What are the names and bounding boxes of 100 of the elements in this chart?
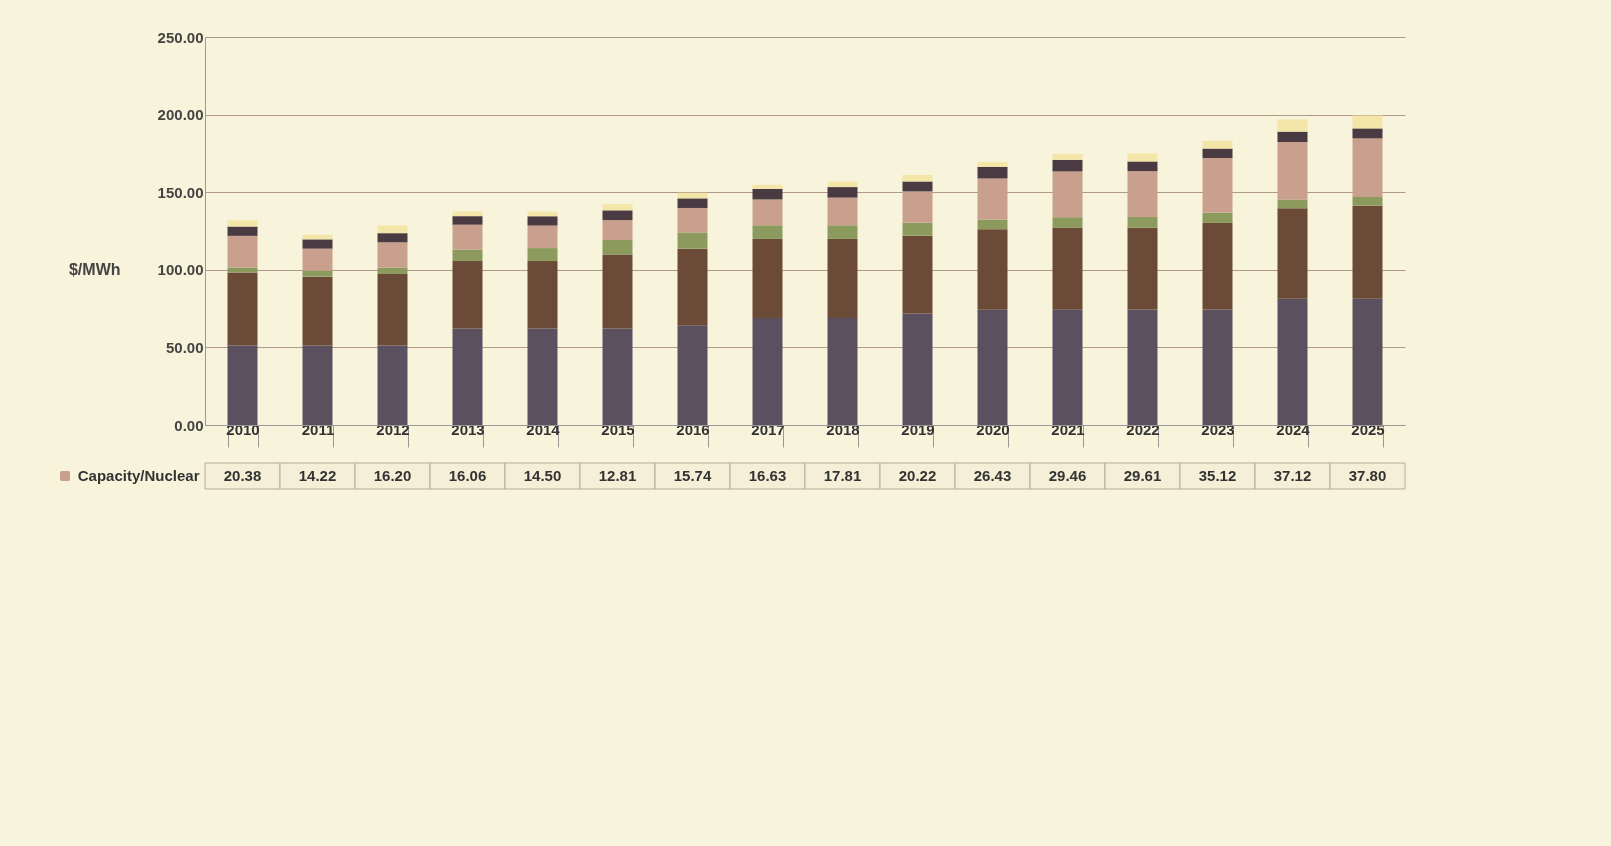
- bar: [1277, 131, 1308, 143]
- bar: [527, 248, 558, 262]
- bar: [827, 238, 858, 318]
- bar: [902, 222, 933, 236]
- bar: [977, 309, 1008, 425]
- bar: [1052, 171, 1083, 218]
- data-label: 14.22: [298, 467, 337, 484]
- bar: [1352, 197, 1383, 206]
- bar: [1352, 205, 1383, 299]
- bar: [452, 216, 483, 225]
- data-label: 20.22: [898, 467, 937, 484]
- bar: [752, 238, 783, 318]
- bar: [1127, 153, 1158, 162]
- bar: [902, 181, 933, 192]
- bar: [1352, 115, 1383, 129]
- bar: [1277, 208, 1308, 299]
- data-label: 14.50: [523, 467, 562, 484]
- bar: [452, 328, 483, 425]
- bar: [527, 328, 558, 425]
- data-label: 12.81: [598, 467, 637, 484]
- bar: [752, 184, 783, 189]
- bar: [1277, 298, 1308, 425]
- data-label: 16.63: [748, 467, 787, 484]
- bar: [1202, 158, 1233, 213]
- data-label: 26.43: [973, 467, 1012, 484]
- bar: [1277, 119, 1308, 132]
- bar: [677, 325, 708, 425]
- bar: [377, 267, 408, 274]
- y-tick-label: 250.00: [157, 28, 204, 46]
- bar: [827, 197, 858, 226]
- data-label: 29.46: [1048, 467, 1087, 484]
- bar: [302, 248, 333, 271]
- y-tick-label: 100.00: [157, 261, 204, 279]
- bar: [977, 161, 1008, 167]
- bar: [1352, 138, 1383, 198]
- bar: [602, 204, 633, 211]
- bar: [602, 220, 633, 240]
- bar: [827, 225, 858, 239]
- bar: [1127, 309, 1158, 425]
- bar: [902, 313, 933, 425]
- data-label: 37.80: [1348, 467, 1387, 484]
- data-label: 37.12: [1273, 467, 1312, 484]
- bar: [377, 345, 408, 425]
- data-label: 29.61: [1123, 467, 1162, 484]
- bar: [977, 166, 1008, 179]
- bar: [1052, 217, 1083, 228]
- bar: [902, 235, 933, 314]
- bar: [752, 199, 783, 226]
- y-tick-label: 0.00: [174, 416, 204, 434]
- bar: [227, 226, 258, 236]
- bar: [227, 345, 258, 425]
- bar: [977, 178, 1008, 220]
- bar: [977, 229, 1008, 310]
- y-tick-label: 200.00: [157, 106, 204, 124]
- bar: [1127, 171, 1158, 218]
- bar: [527, 216, 558, 226]
- data-label: 20.38: [223, 467, 262, 484]
- bar: [677, 198, 708, 208]
- data-label: 17.81: [823, 467, 862, 484]
- bar: [752, 317, 783, 425]
- bar: [602, 254, 633, 329]
- bar: [227, 272, 258, 346]
- bar: [677, 207, 708, 233]
- bar: [1202, 140, 1233, 149]
- bar: [1202, 148, 1233, 159]
- bar: [902, 191, 933, 223]
- bar: [377, 273, 408, 346]
- bar: [602, 240, 633, 255]
- bar: [302, 239, 333, 249]
- bar: [452, 261, 483, 329]
- bar: [227, 220, 258, 227]
- bar: [1127, 227, 1158, 310]
- bar: [377, 242, 408, 268]
- data-label: 16.20: [373, 467, 412, 484]
- bar: [302, 270, 333, 277]
- bar: [827, 317, 858, 425]
- data-label: 16.06: [448, 467, 487, 484]
- bar: [452, 249, 483, 262]
- bar: [752, 225, 783, 239]
- bar: [377, 225, 408, 234]
- legend-label: Capacity/Nuclear: [77, 467, 200, 484]
- bar: [527, 261, 558, 329]
- bar: [1202, 212, 1233, 223]
- bar: [1052, 309, 1083, 425]
- bar: [602, 328, 633, 425]
- bar: [1352, 298, 1383, 425]
- bar: [902, 174, 933, 182]
- bar: [1202, 309, 1233, 425]
- bar: [1127, 217, 1158, 228]
- y-tick-label: 50.00: [165, 338, 204, 356]
- data-label: 35.12: [1198, 467, 1237, 484]
- bar: [227, 267, 258, 273]
- bar: [977, 219, 1008, 230]
- bar: [1277, 199, 1308, 209]
- bar: [1052, 227, 1083, 310]
- bar: [302, 345, 333, 425]
- bar: [677, 232, 708, 249]
- bar: [827, 181, 858, 188]
- bar: [1052, 153, 1083, 160]
- bar: [752, 188, 783, 200]
